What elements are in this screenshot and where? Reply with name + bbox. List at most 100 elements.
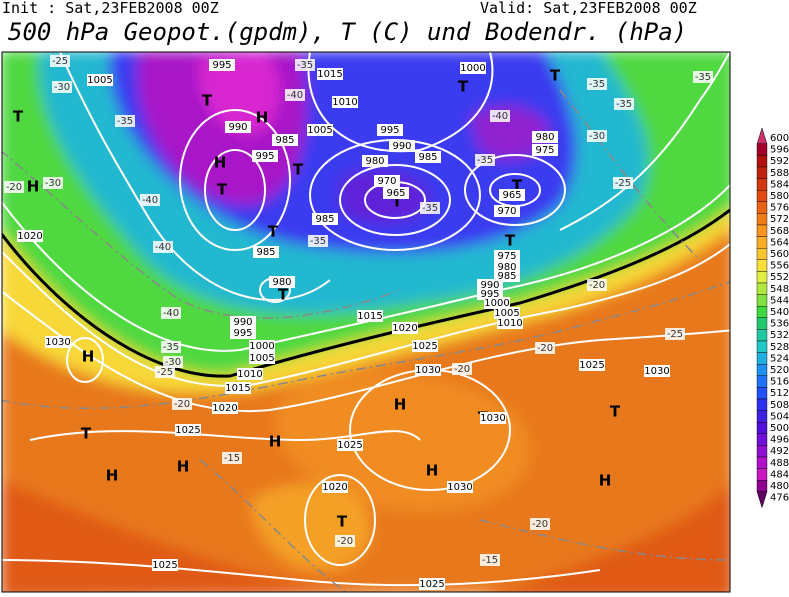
isobar-label-bg (480, 412, 506, 424)
isobar-label: 1005 (494, 308, 519, 319)
isobar-label: 1030 (45, 337, 70, 348)
colorbar-swatch (756, 340, 768, 353)
temperature-label: -35 (297, 60, 313, 71)
colorbar-swatch (756, 352, 768, 365)
isobar-label: 1030 (447, 482, 472, 493)
isobar-label-bg (374, 175, 400, 187)
temperature-label: -35 (589, 79, 605, 90)
colorbar-label: 480 (770, 481, 789, 492)
colorbar-swatch (756, 271, 768, 284)
temp-label-bg (587, 130, 607, 142)
temp-label-bg (614, 98, 634, 110)
pressure-center: T (81, 425, 92, 443)
colorbar-swatch (756, 155, 768, 168)
pressure-center: H (256, 109, 269, 127)
colorbar-swatch (756, 294, 768, 307)
temp-label-bg (172, 398, 192, 410)
isobar-label: 975 (497, 251, 516, 262)
temperature-label: -30 (589, 131, 605, 142)
temp-label-bg (613, 177, 633, 189)
colorbar-swatch (756, 410, 768, 423)
isobar-label-bg (415, 151, 441, 163)
isobar-label-bg (312, 213, 338, 225)
isobar-label: 990 (233, 317, 252, 328)
isobar-label-bg (579, 359, 605, 371)
temp-label-bg (693, 71, 713, 83)
isobar-label: 980 (272, 277, 291, 288)
map-area: HHHHHHHHHHTTTTTTTTTTTTTTT995100510151010… (2, 52, 730, 592)
temp-label-bg (163, 356, 183, 368)
pressure-center: T (337, 513, 348, 531)
temperature-label: -15 (224, 453, 240, 464)
isobar-label-bg (332, 96, 358, 108)
colorbar-swatch (756, 282, 768, 295)
temp-label-bg (161, 307, 181, 319)
temp-label-bg (587, 279, 607, 291)
isobar-label: 990 (228, 122, 247, 133)
isobar-label-bg (212, 402, 238, 414)
isobar-label: 985 (315, 214, 334, 225)
colorbar-label: 492 (770, 446, 789, 457)
temperature-label: -40 (163, 308, 179, 319)
isobar-label-bg (357, 310, 383, 322)
temperature-label: -15 (482, 555, 498, 566)
temp-label-bg (475, 154, 495, 166)
temperature-label: -25 (667, 329, 683, 340)
pressure-center: T (550, 67, 561, 85)
colorbar-label: 500 (770, 423, 789, 434)
colorbar-swatch (756, 166, 768, 179)
isobar-label: 965 (502, 190, 521, 201)
pressure-center: T (392, 193, 403, 211)
isobar-label-bg (87, 74, 113, 86)
isobar-label: 1025 (337, 440, 362, 451)
temperature-label: -20 (6, 182, 22, 193)
isobar-label-bg (392, 322, 418, 334)
colorbar-label: 584 (770, 179, 789, 190)
colorbar-swatch (756, 236, 768, 249)
isobar-label: 1020 (392, 323, 417, 334)
isobar-label-bg (415, 364, 441, 376)
isobar-label: 990 (480, 280, 499, 291)
temp-label-bg (535, 342, 555, 354)
isobar-label-bg (225, 121, 251, 133)
isobar-label: 1020 (212, 403, 237, 414)
colorbar-label: 516 (770, 377, 789, 388)
temp-label-bg (308, 235, 328, 247)
temp-label-bg (50, 55, 70, 67)
isobar-label-bg (494, 307, 520, 319)
isobar-label-bg (499, 189, 525, 201)
temp-label-bg (153, 241, 173, 253)
temperature-label: -40 (492, 111, 508, 122)
pressure-center: H (599, 472, 612, 490)
isobar-label-bg (45, 336, 71, 348)
temp-label-bg (222, 452, 242, 464)
isobar-label-bg (497, 317, 523, 329)
isobar-label: 990 (392, 141, 411, 152)
temp-label-bg (490, 110, 510, 122)
temperature-label: -20 (589, 280, 605, 291)
pressure-center: T (217, 181, 228, 199)
colorbar-label: 484 (770, 469, 789, 480)
pressure-center: T (268, 223, 279, 241)
temp-label-bg (480, 554, 500, 566)
isobar-label-bg (230, 327, 256, 339)
temperature-label: -40 (155, 242, 171, 253)
colorbar-label: 536 (770, 319, 789, 330)
temp-label-bg (420, 202, 440, 214)
isobar-label: 1025 (152, 560, 177, 571)
temp-label-bg (115, 115, 135, 127)
isobar-label-bg (377, 124, 403, 136)
colorbar-swatch (756, 201, 768, 214)
isobar-label: 1015 (225, 383, 250, 394)
colorbar-label: 572 (770, 214, 789, 225)
isobar-label: 1025 (579, 360, 604, 371)
colorbar-swatch (756, 433, 768, 446)
isobar-label: 995 (480, 289, 499, 300)
isobar-label: 1010 (237, 369, 262, 380)
temp-label-bg (52, 81, 72, 93)
pressure-center: H (426, 462, 439, 480)
map-title: 500 hPa Geopot.(gpdm), T (C) und Bodendr… (8, 18, 687, 46)
colorbar-swatch (756, 387, 768, 400)
colorbar-swatch (756, 259, 768, 272)
colorbar-label: 508 (770, 400, 789, 411)
